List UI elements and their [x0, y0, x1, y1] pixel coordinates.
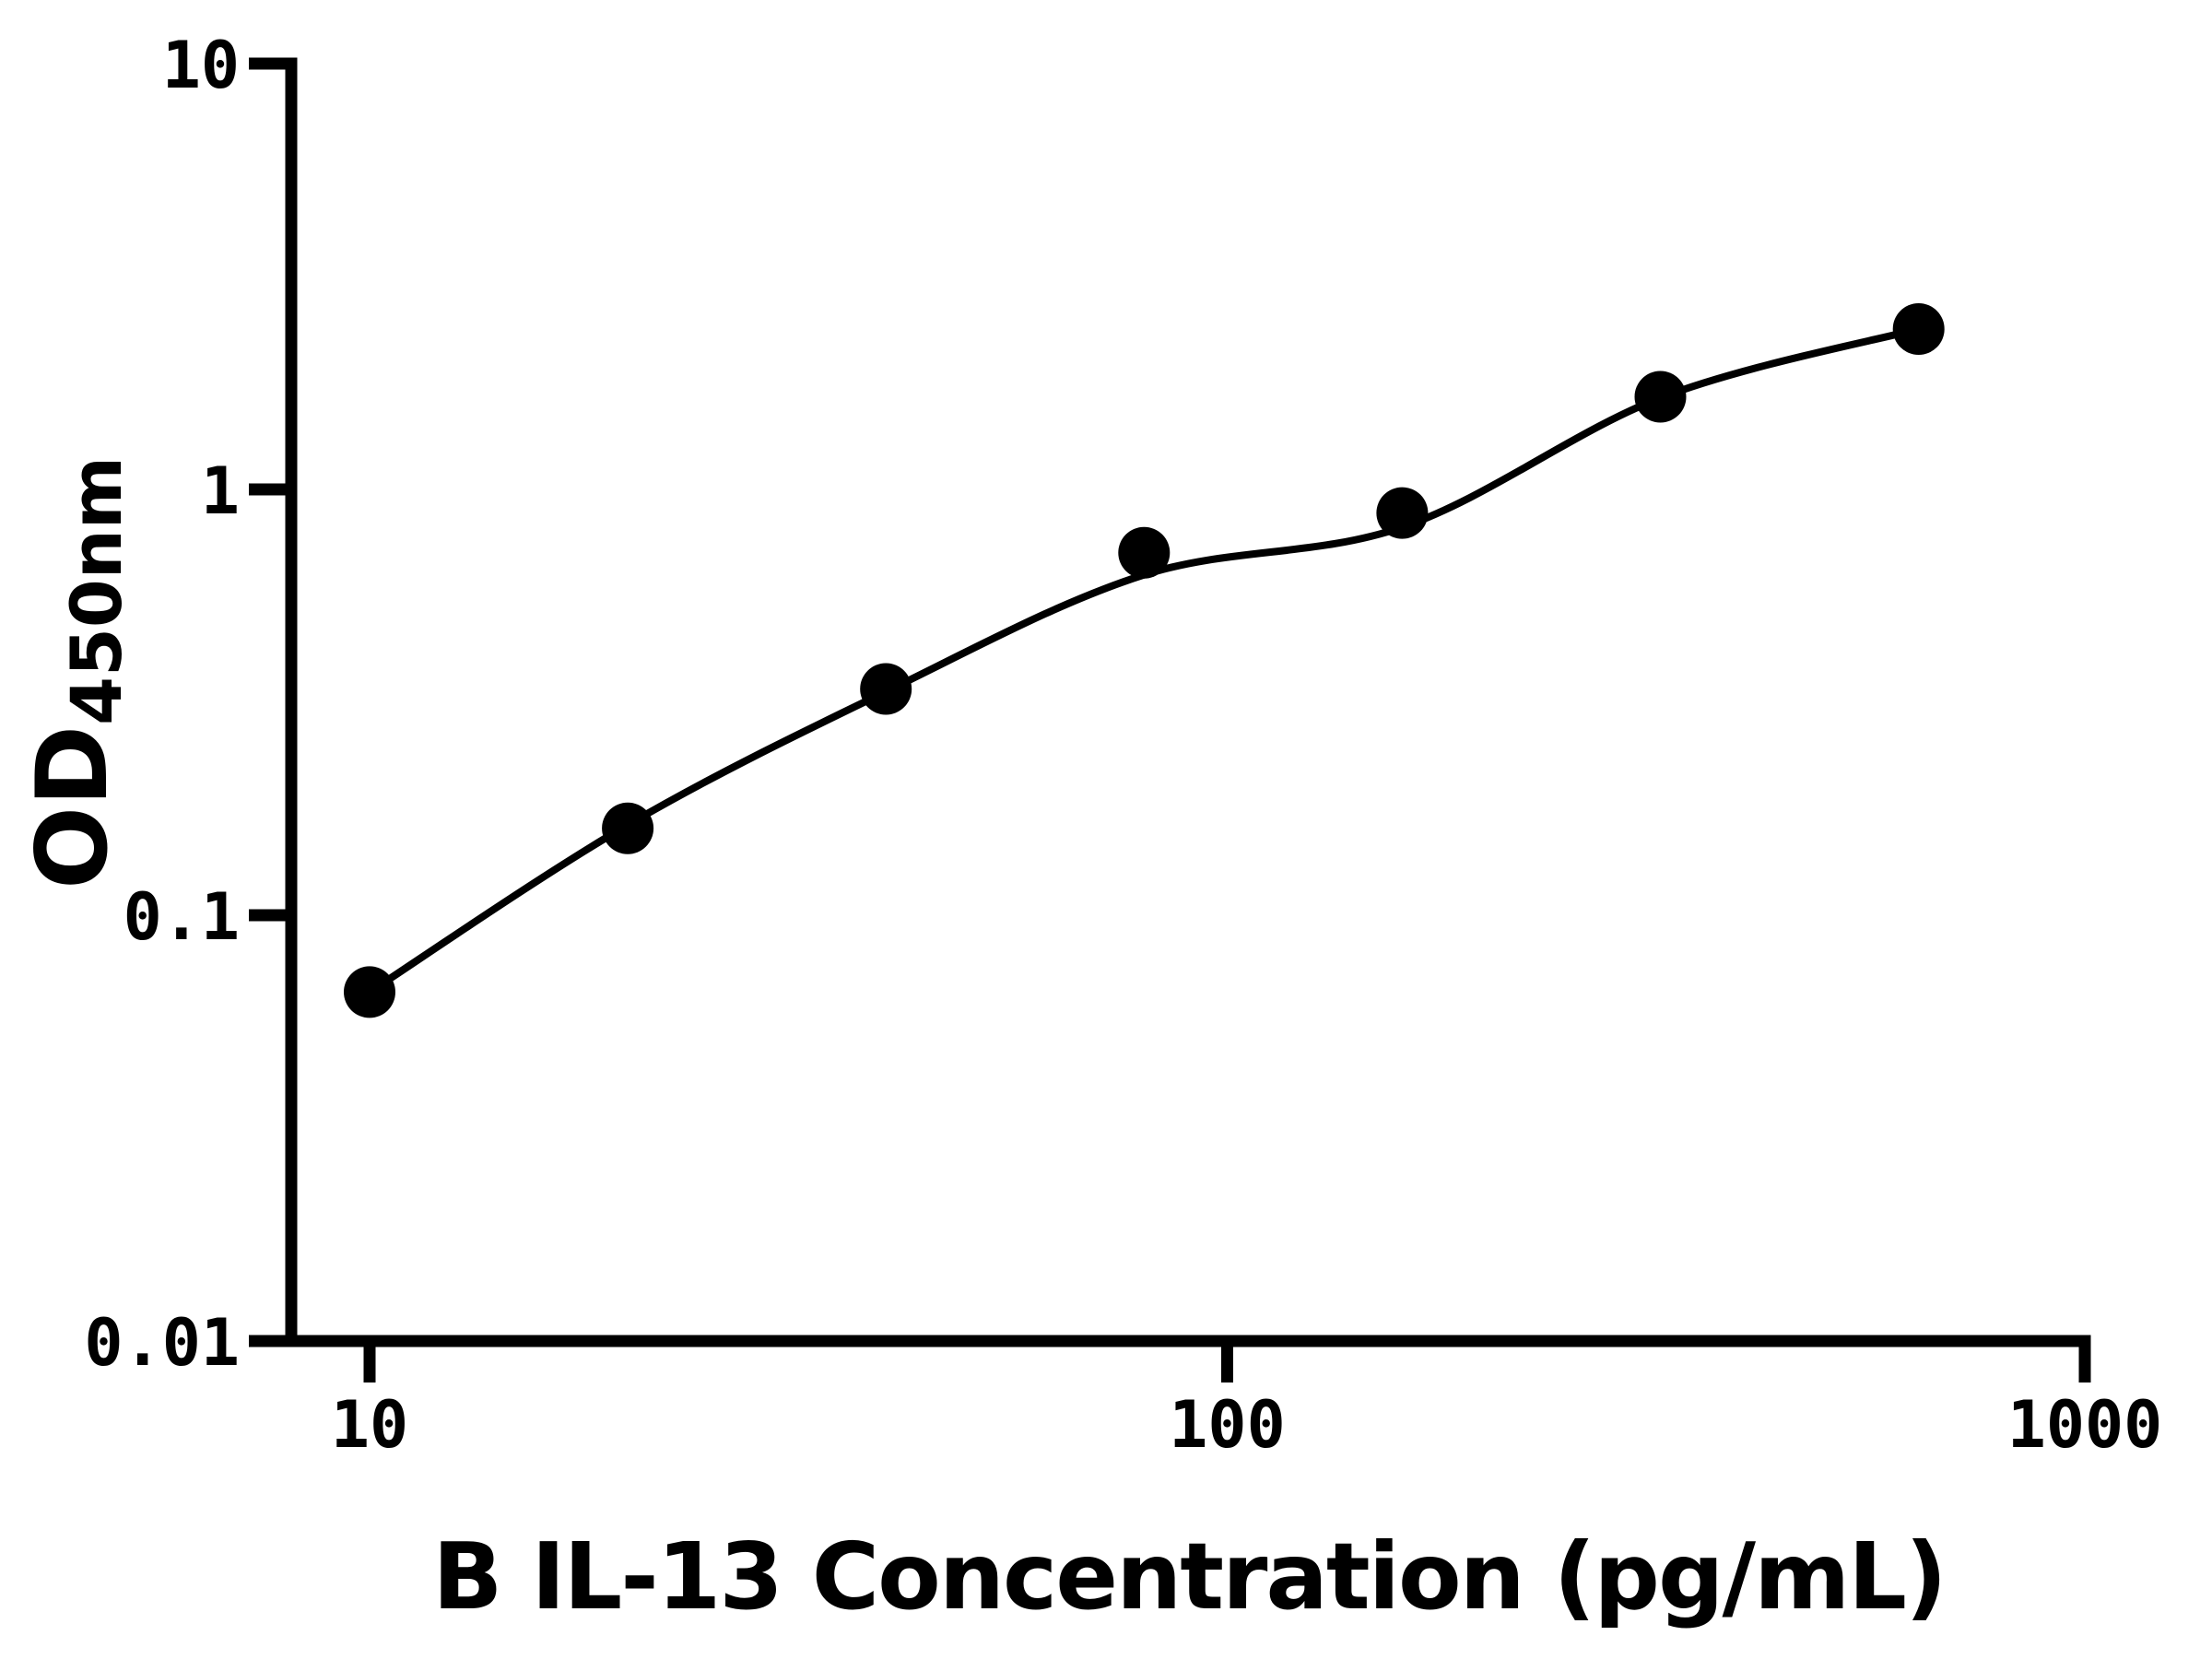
axes	[285, 57, 2091, 1347]
x-tick-label-100: 100	[1169, 1387, 1285, 1463]
data-point-320pgml	[1634, 371, 1687, 423]
data-point-20pgml	[602, 802, 654, 854]
y-axis-title: OD450nm	[16, 456, 137, 889]
data-point-640pgml	[1892, 303, 1945, 355]
data-point-10pgml	[344, 966, 395, 1018]
data-point-160pgml	[1376, 487, 1429, 539]
tick-labels: 10 1 0.1 0.01 10 100 1000	[84, 28, 2162, 1463]
y-tick-label-1: 1	[201, 453, 240, 529]
x-tick-label-1000: 1000	[2007, 1387, 2163, 1463]
x-tick-label-10: 10	[331, 1387, 408, 1463]
x-axis-title: B IL-13 Concentration (pg/mL)	[432, 1523, 1945, 1630]
data-series	[344, 303, 1945, 1018]
fitted-standard-curve	[367, 325, 1920, 995]
y-tick-label-0.01: 0.01	[84, 1305, 240, 1381]
tick-marks	[249, 57, 2091, 1382]
y-axis-title-main: OD	[16, 725, 129, 889]
data-point-80pgml	[1118, 526, 1171, 579]
y-tick-label-0.1: 0.1	[124, 879, 240, 955]
y-axis-title-subscript: 450nm	[55, 456, 137, 725]
data-point-40pgml	[860, 663, 912, 715]
y-tick-label-10: 10	[162, 28, 240, 103]
